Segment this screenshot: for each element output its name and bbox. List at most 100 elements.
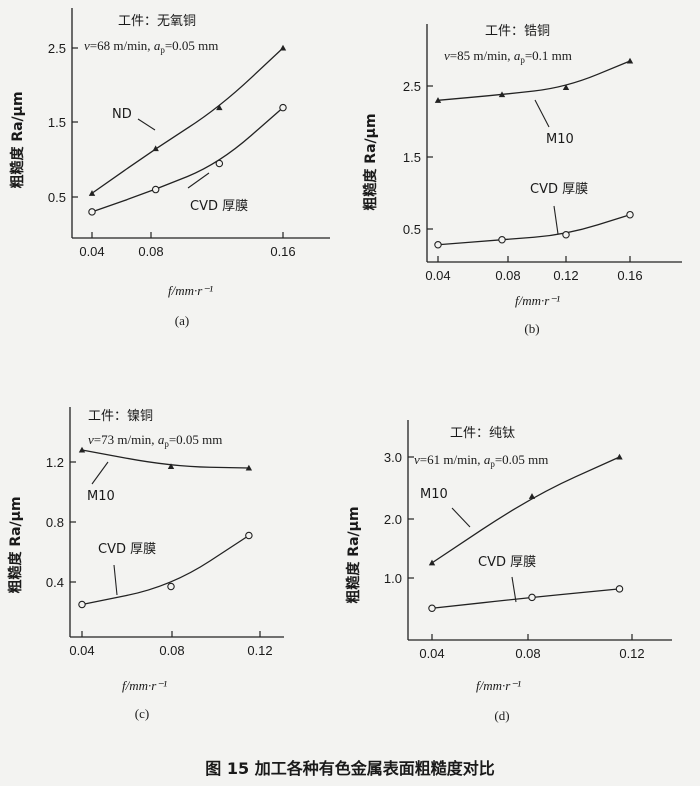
data-point [626,210,634,219]
data-point [167,582,175,591]
series-leader-line [451,507,471,528]
series-label: M10 [420,487,448,502]
series-2: CVD 厚膜 [428,555,624,612]
series-label: M10 [546,132,574,147]
series-1: M10 [434,57,634,147]
data-point [498,91,506,98]
x-tick-label: 0.08 [138,244,163,259]
x-tick-label: 0.04 [419,646,444,661]
series-line [431,588,620,609]
y-tick-label: 2.5 [403,79,421,94]
figure-caption: 图 15 加工各种有色金属表面粗糙度对比 [205,759,494,778]
data-point [616,453,623,460]
x-tick-label: 0.08 [515,646,540,661]
x-tick-label: 0.12 [619,646,644,661]
data-point [428,559,436,566]
panel-label: (b) [524,321,539,336]
data-point [151,185,160,194]
data-point [562,84,570,90]
x-tick-label: 0.08 [159,643,184,658]
data-point [78,600,86,609]
series-leader-line [187,172,210,189]
x-tick-label: 0.04 [69,643,94,658]
x-axis-label: f/mm·r⁻¹ [168,283,213,298]
data-point [528,493,536,499]
x-tick-label: 0.12 [553,268,578,283]
chart-panel-1: 0.04 0.08 0.16 0.5 1.5 2.5 工件：无氧铜 v=68 m/min, a… [9,8,330,328]
workpiece-label: 工件：无氧铜 [118,14,196,29]
data-point [152,145,159,152]
data-point [562,230,570,239]
y-axis-label: 粗糙度 Ra/μm [9,91,26,188]
panel-label: (c) [135,706,149,721]
data-point [279,103,287,112]
data-point [167,463,175,470]
cutting-conditions: v=73 m/min, ap=0.05 mm [88,432,222,449]
y-tick-label: 1.2 [46,455,64,470]
data-point [88,190,96,196]
series-line [437,214,631,246]
series-line [81,534,250,606]
y-tick-label: 1.5 [48,115,66,130]
series-line [91,47,284,194]
data-point [528,593,536,602]
series-leader-line [113,564,118,596]
series-leader-line [137,118,156,131]
y-tick-label: 2.5 [48,41,66,56]
chart-panel-4: 0.04 0.08 0.12 1.0 2.0 3.0 工件：纯钛 v=61 m/min, ap… [345,420,672,723]
x-tick-label: 0.16 [270,244,295,259]
chart-panel-3: 0.04 0.08 0.12 0.4 0.8 1.2 工件：镍铜 v=73 m/min, ap… [7,407,284,721]
x-axis-label: f/mm·r⁻¹ [515,293,560,308]
data-point [215,159,224,168]
series-label: CVD 厚膜 [190,199,248,214]
cutting-conditions: v=61 m/min, ap=0.05 mm [414,452,548,469]
workpiece-label: 工件：镍铜 [88,409,153,424]
y-axis-label: 粗糙度 Ra/μm [7,496,24,593]
cutting-conditions: v=68 m/min, ap=0.05 mm [84,38,218,55]
data-point [245,464,253,471]
x-tick-label: 0.04 [425,268,450,283]
series-leader-line [553,205,559,235]
y-tick-label: 0.4 [46,575,64,590]
x-axis-label: f/mm·r⁻¹ [476,678,521,693]
data-point [279,44,287,51]
y-axis-label: 粗糙度 Ra/μm [345,506,362,603]
x-tick-label: 0.12 [247,643,272,658]
cutting-conditions: v=85 m/min, ap=0.1 mm [444,48,572,65]
y-tick-label: 0.5 [403,222,421,237]
y-tick-label: 3.0 [384,450,402,465]
workpiece-label: 工件：锆铜 [485,24,550,39]
series-2: CVD 厚膜 [434,182,634,249]
series-label: CVD 厚膜 [98,542,156,557]
workpiece-label: 工件：纯钛 [450,426,515,441]
panel-label: (a) [175,313,189,328]
series-leader-line [91,461,109,485]
series-2: CVD 厚膜 [88,103,287,216]
y-tick-label: 1.5 [403,150,421,165]
series-1: ND [88,44,287,196]
series-leader-line [534,99,550,128]
data-point [88,208,96,216]
x-tick-label: 0.08 [495,268,520,283]
data-point [78,446,86,453]
x-tick-label: 0.16 [617,268,642,283]
panel-label: (d) [494,708,509,723]
y-tick-label: 0.8 [46,515,64,530]
y-tick-label: 0.5 [48,190,66,205]
series-label: CVD 厚膜 [478,555,536,570]
series-line [81,449,249,469]
data-point [216,104,223,111]
x-tick-label: 0.04 [79,244,104,259]
y-tick-label: 2.0 [384,512,402,527]
series-line [437,60,631,101]
y-tick-label: 1.0 [384,571,402,586]
series-leader-line [511,576,517,603]
data-point [498,235,506,244]
series-2: CVD 厚膜 [78,531,253,609]
data-point [434,97,442,103]
series-label: CVD 厚膜 [530,182,588,197]
data-point [434,240,442,249]
data-point [615,585,624,593]
series-line [91,107,284,213]
